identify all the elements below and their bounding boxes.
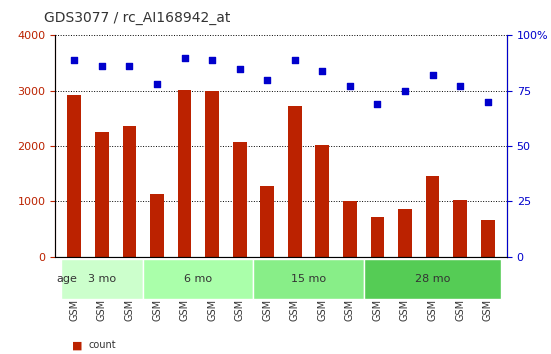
Bar	[95, 132, 109, 257]
Bar	[261, 186, 274, 257]
Text: 3 mo: 3 mo	[88, 274, 116, 284]
FancyBboxPatch shape	[364, 259, 501, 299]
FancyBboxPatch shape	[253, 259, 364, 299]
Point	[125, 64, 134, 69]
Bar	[315, 145, 329, 257]
Point	[456, 84, 464, 89]
Point	[428, 73, 437, 78]
Bar	[370, 217, 385, 257]
Text: 6 mo: 6 mo	[184, 274, 213, 284]
Point	[401, 88, 409, 93]
Point	[345, 84, 354, 89]
Bar	[122, 126, 137, 257]
Point	[153, 81, 161, 87]
Point	[235, 66, 244, 72]
Text: age: age	[57, 274, 77, 284]
Bar	[453, 200, 467, 257]
Text: 15 mo: 15 mo	[291, 274, 326, 284]
Text: 28 mo: 28 mo	[415, 274, 450, 284]
Bar	[67, 95, 82, 257]
Point	[373, 101, 382, 107]
Bar	[343, 201, 357, 257]
Point	[98, 64, 106, 69]
Bar	[398, 209, 412, 257]
Bar	[480, 219, 495, 257]
Point	[483, 99, 492, 105]
Text: GDS3077 / rc_AI168942_at: GDS3077 / rc_AI168942_at	[44, 11, 230, 25]
Text: count: count	[88, 341, 116, 350]
Point	[290, 57, 299, 63]
Point	[318, 68, 327, 74]
Point	[208, 57, 217, 63]
Text: ■: ■	[72, 341, 82, 350]
Bar	[205, 91, 219, 257]
Point	[263, 77, 272, 82]
Bar	[288, 105, 302, 257]
FancyBboxPatch shape	[61, 259, 143, 299]
Bar	[425, 176, 439, 257]
Bar	[150, 194, 164, 257]
FancyBboxPatch shape	[143, 259, 253, 299]
Point	[70, 57, 79, 63]
Bar	[177, 90, 192, 257]
Bar	[233, 142, 247, 257]
Point	[180, 55, 189, 60]
